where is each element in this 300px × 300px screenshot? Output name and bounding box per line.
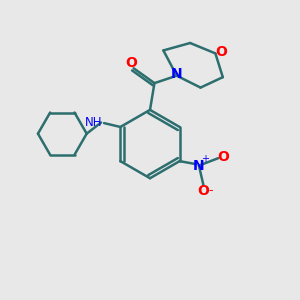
- Text: N: N: [193, 159, 205, 172]
- Text: NH: NH: [85, 116, 103, 129]
- Text: O: O: [197, 184, 209, 198]
- Text: -: -: [208, 184, 213, 197]
- Text: O: O: [125, 56, 137, 70]
- Text: O: O: [215, 45, 227, 59]
- Text: +: +: [202, 154, 209, 164]
- Text: N: N: [171, 67, 183, 81]
- Text: O: O: [218, 150, 230, 164]
